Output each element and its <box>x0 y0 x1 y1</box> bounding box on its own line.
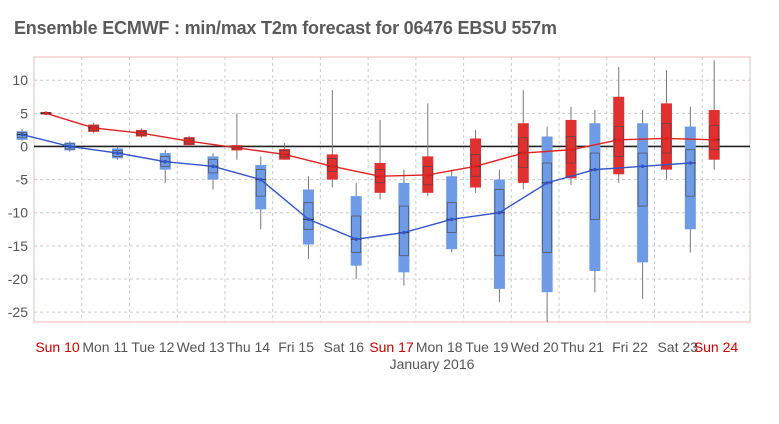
max-median-point <box>616 138 621 142</box>
max-median-point <box>235 145 239 150</box>
max-median-point <box>91 126 96 130</box>
max-box-inner <box>709 124 720 151</box>
x-axis-label: January 2016 <box>390 356 475 372</box>
y-tick-label: -5 <box>16 172 29 188</box>
min-median-point <box>68 144 72 149</box>
min-box-8 <box>350 182 362 279</box>
max-median-point <box>712 138 716 142</box>
max-box-5 <box>231 113 243 160</box>
x-tick-labels: Sun 10 Mon 11 Tue 12 Wed 13 Thu 14 Fri 15 Sat … <box>35 339 738 355</box>
max-box-13 <box>613 66 625 183</box>
max-median-point <box>426 173 430 177</box>
y-tick-label: -10 <box>8 205 28 221</box>
min-median-point <box>258 177 263 182</box>
max-median-point <box>473 164 478 169</box>
min-median-point <box>20 132 24 137</box>
y-tick-label: -25 <box>8 304 28 320</box>
y-tick-label: 5 <box>20 105 28 121</box>
max-median-point <box>44 111 48 116</box>
x-tick-label: Sat 23 <box>657 339 698 355</box>
min-median-point <box>640 164 645 169</box>
max-box-14 <box>660 70 672 180</box>
min-median-point <box>545 181 549 185</box>
max-median-point <box>330 164 335 169</box>
min-box-6 <box>255 156 267 230</box>
y-tick-labels: 10 5 0 -5 -10 -15 -20 -25 <box>8 72 28 320</box>
min-median-point <box>163 159 168 164</box>
max-box-7 <box>326 90 338 188</box>
min-box-inner <box>590 152 600 220</box>
min-box-inner <box>637 152 648 207</box>
y-tick-label: 10 <box>12 72 28 88</box>
x-tick-label: Sun 10 <box>35 339 80 355</box>
max-median-point <box>569 147 573 152</box>
min-median-point <box>354 237 359 241</box>
min-box-4 <box>159 149 171 183</box>
min-box-inner <box>542 162 552 253</box>
min-box-14 <box>637 110 649 299</box>
chart-title: Ensemble ECMWF : min/max T2m forecast fo… <box>14 18 557 38</box>
min-median-point <box>306 217 311 222</box>
max-box-9 <box>422 103 434 197</box>
min-box-10 <box>446 169 458 253</box>
x-tick-label: Mon 18 <box>416 339 463 355</box>
min-median-point <box>402 230 406 235</box>
min-median-point <box>688 161 693 165</box>
min-box-5 <box>207 153 219 190</box>
min-median-point <box>211 164 215 169</box>
median-line-layer <box>20 111 716 241</box>
y-tick-label: -15 <box>8 238 28 254</box>
min-box-13 <box>589 110 601 293</box>
min-median-point <box>497 210 502 215</box>
max-box-6 <box>279 143 291 160</box>
min-median-point <box>115 151 120 155</box>
x-tick-label: Sun 17 <box>369 339 414 355</box>
max-median-point <box>521 151 526 155</box>
x-tick-label: Sat 16 <box>324 339 365 355</box>
x-tick-label: Thu 21 <box>561 339 605 355</box>
min-box-11 <box>493 169 505 303</box>
max-median-point <box>664 136 669 141</box>
max-median-point <box>282 152 287 157</box>
min-box-inner <box>685 149 696 197</box>
x-tick-label: Tue 19 <box>465 339 508 355</box>
max-box-12 <box>565 106 577 185</box>
x-tick-label: Sun 24 <box>694 339 739 355</box>
max-box-15 <box>708 60 720 170</box>
grid-layer <box>33 57 751 322</box>
max-box-8 <box>374 119 386 200</box>
max-box-11 <box>517 90 529 190</box>
max-box-10 <box>470 129 482 193</box>
min-box-15 <box>684 106 696 253</box>
y-tick-label: -20 <box>8 271 28 287</box>
min-median-point <box>449 217 454 222</box>
y-tick-label: 0 <box>20 138 28 154</box>
max-median-point <box>187 139 191 143</box>
max-median-point <box>139 131 144 135</box>
x-tick-label: Mon 11 <box>82 339 128 355</box>
x-tick-label: Wed 13 <box>177 339 225 355</box>
max-median-point <box>378 174 382 179</box>
x-tick-label: Fri 22 <box>612 339 648 355</box>
x-tick-label: Thu 14 <box>227 339 271 355</box>
min-median-point <box>593 167 597 172</box>
x-tick-label: Fri 15 <box>278 339 314 355</box>
min-box-9 <box>398 169 410 286</box>
x-tick-label: Wed 20 <box>511 339 559 355</box>
min-box-inner <box>351 215 362 253</box>
min-box-inner <box>494 189 505 257</box>
min-box-12 <box>541 126 553 322</box>
x-tick-label: Tue 12 <box>131 339 174 355</box>
